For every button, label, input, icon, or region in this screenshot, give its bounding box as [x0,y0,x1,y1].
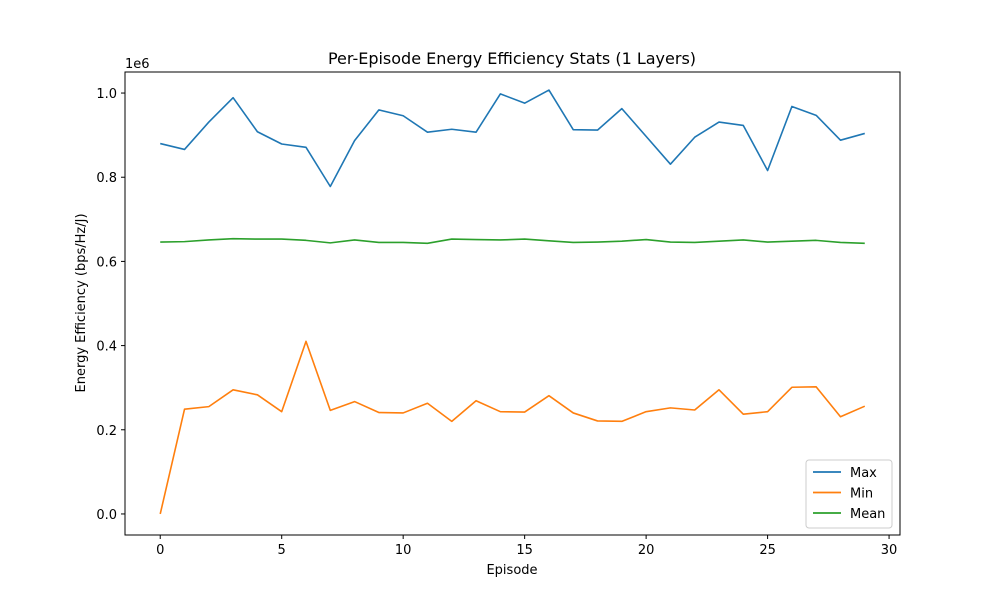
x-tick-label: 25 [759,543,776,558]
y-tick-label: 0.8 [96,171,117,186]
x-tick-label: 10 [395,543,412,558]
y-axis-label: Energy Efficiency (bps/Hz/J) [74,213,89,392]
y-offset-label: 1e6 [125,57,150,72]
series-line-max [160,89,865,188]
plot-frame [124,71,901,536]
series-line-min [159,340,866,515]
x-tick-label: 30 [881,543,898,558]
legend-box [805,459,893,529]
x-tick-label: 20 [638,543,655,558]
series-line-mean [160,237,865,245]
legend-label-mean: Mean [850,507,885,522]
legend: Max Min Mean [805,459,893,529]
chart-title: Per-Episode Energy Efficiency Stats (1 L… [328,49,696,68]
y-tick-label: 0.4 [96,340,117,355]
y-tick-label: 0.2 [96,424,117,439]
x-axis-label: Episode [486,563,537,578]
legend-label-max: Max [850,466,877,481]
y-tick-label: 1.0 [96,87,117,102]
axes-layer: 0 5 10 15 20 25 30 0.0 0.2 0.4 0.6 0.8 1.0 [96,71,901,558]
x-tick-label: 15 [516,543,533,558]
x-tick-label: 5 [278,543,286,558]
legend-label-min: Min [850,487,873,502]
series-layer [159,89,866,515]
y-tick-label: 0.6 [96,255,117,270]
y-tick-label: 0.0 [96,508,117,523]
x-tick-label: 0 [156,543,164,558]
